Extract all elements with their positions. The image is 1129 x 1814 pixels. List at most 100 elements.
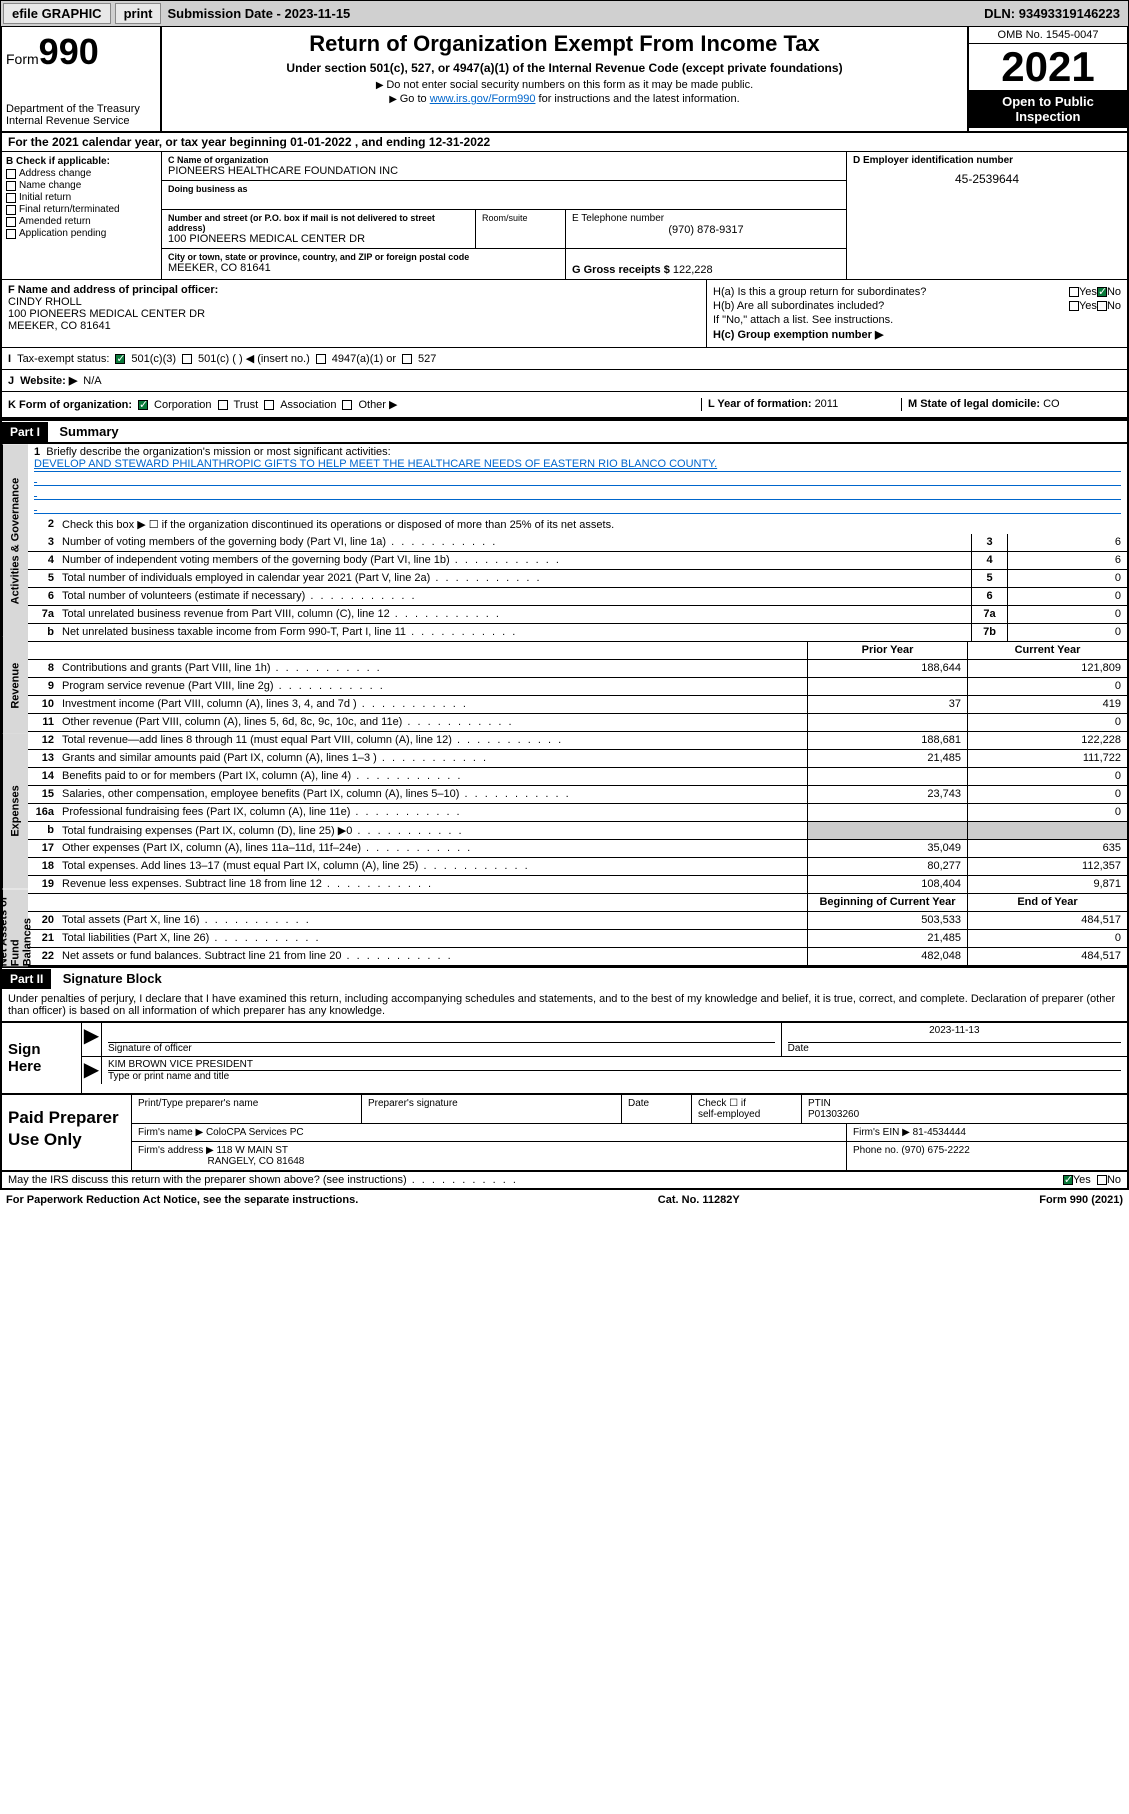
summary-line-13: 13Grants and similar amounts paid (Part … [28, 750, 1127, 768]
i-501c3: 501(c)(3) [131, 353, 176, 365]
ptin-label: PTIN [808, 1098, 831, 1109]
i-501c: 501(c) ( ) ◀ (insert no.) [198, 352, 310, 365]
k-other-checkbox[interactable] [342, 400, 352, 410]
prep-name-hdr: Print/Type preparer's name [132, 1095, 362, 1123]
summary-line-15: 15Salaries, other compensation, employee… [28, 786, 1127, 804]
b-opt-2-checkbox[interactable] [6, 193, 16, 203]
firm-phone: (970) 675-2222 [901, 1145, 969, 1156]
officer-addr2: MEEKER, CO 81641 [8, 320, 111, 332]
block-bcd: B Check if applicable: Address changeNam… [0, 152, 1129, 280]
col-b-checkboxes: B Check if applicable: Address changeNam… [2, 152, 162, 279]
officer-name: CINDY RHOLL [8, 296, 82, 308]
b-opt-0-checkbox[interactable] [6, 169, 16, 179]
line-a-tax-year: For the 2021 calendar year, or tax year … [0, 133, 1129, 152]
sign-here-label: Sign Here [2, 1023, 82, 1093]
col-current-year: Current Year [967, 642, 1127, 659]
discuss-yes: Yes [1073, 1174, 1091, 1186]
part1-title: Summary [51, 421, 126, 442]
vtab-expenses: Expenses [2, 734, 28, 889]
b-opt-5-checkbox[interactable] [6, 229, 16, 239]
discuss-yes-checkbox[interactable] [1063, 1175, 1073, 1185]
summary-line-9: 9Program service revenue (Part VIII, lin… [28, 678, 1127, 696]
b-opt-1-checkbox[interactable] [6, 181, 16, 191]
hb-yes-checkbox[interactable] [1069, 301, 1079, 311]
summary-line-19: 19Revenue less expenses. Subtract line 1… [28, 876, 1127, 894]
summary-line-10: 10Investment income (Part VIII, column (… [28, 696, 1127, 714]
print-button[interactable]: print [115, 3, 162, 24]
ha-no-checkbox[interactable] [1097, 287, 1107, 297]
k-assoc-checkbox[interactable] [264, 400, 274, 410]
form-title: Return of Organization Exempt From Incom… [170, 31, 959, 57]
part1-header: Part I Summary [0, 419, 1129, 442]
row-j: J Website: ▶ N/A [0, 370, 1129, 392]
hc-label: H(c) Group exemption number ▶ [713, 328, 883, 341]
i-527-checkbox[interactable] [402, 354, 412, 364]
ein-value: 45-2539644 [853, 172, 1121, 186]
block-fh: F Name and address of principal officer:… [0, 280, 1129, 348]
discuss-no-checkbox[interactable] [1097, 1175, 1107, 1185]
k-corp-checkbox[interactable] [138, 400, 148, 410]
line-1-mission: 1 Briefly describe the organization's mi… [28, 444, 1127, 516]
dept-treasury: Department of the Treasury [6, 103, 156, 115]
summary-line-b: bNet unrelated business taxable income f… [28, 624, 1127, 642]
form-instr-2: Go to www.irs.gov/Form990 for instructio… [170, 93, 959, 105]
mission-text: DEVELOP AND STEWARD PHILANTHROPIC GIFTS … [34, 458, 1121, 472]
instr2a: Go to [400, 93, 430, 105]
b-opt-4: Amended return [19, 216, 91, 227]
i-4947: 4947(a)(1) or [332, 353, 396, 365]
i-501c3-checkbox[interactable] [115, 354, 125, 364]
firm-addr2: RANGELY, CO 81648 [207, 1156, 304, 1167]
dln-value: 93493319146223 [1019, 6, 1120, 21]
i-4947-checkbox[interactable] [316, 354, 326, 364]
b-opt-3: Final return/terminated [19, 204, 120, 215]
part1-body: Activities & Governance Revenue Expenses… [0, 442, 1129, 968]
gross-receipts-value: 122,228 [673, 264, 713, 276]
submission-label: Submission Date - 2023-11-15 [163, 6, 354, 21]
hb-label: H(b) Are all subordinates included? [713, 300, 1069, 312]
ha-no: No [1107, 286, 1121, 298]
dln: DLN: 93493319146223 [976, 6, 1128, 21]
room-label: Room/suite [476, 210, 566, 248]
firm-ein: 81-4534444 [913, 1127, 966, 1138]
b-header: B Check if applicable: [6, 156, 157, 167]
instr2b: for instructions and the latest informat… [535, 93, 739, 105]
hb-note: If "No," attach a list. See instructions… [713, 314, 893, 326]
vtab-activities: Activities & Governance [2, 444, 28, 637]
firm-addr-label: Firm's address ▶ [138, 1145, 214, 1156]
city-label: City or town, state or province, country… [168, 252, 559, 262]
m-label: M State of legal domicile: [908, 398, 1043, 410]
summary-line-4: 4Number of independent voting members of… [28, 552, 1127, 570]
sig-officer-label: Signature of officer [108, 1043, 192, 1054]
b-opt-0: Address change [19, 168, 91, 179]
b-opt-3-checkbox[interactable] [6, 205, 16, 215]
prep-selfemp-a: Check ☐ if [698, 1098, 746, 1109]
row-klm: K Form of organization: Corporation Trus… [0, 392, 1129, 419]
col-end: End of Year [967, 894, 1127, 911]
form-990-number: 990 [39, 31, 99, 72]
summary-line-21: 21Total liabilities (Part X, line 26)21,… [28, 930, 1127, 948]
f-label: F Name and address of principal officer: [8, 284, 218, 296]
b-opt-4-checkbox[interactable] [6, 217, 16, 227]
efile-button[interactable]: efile GRAPHIC [3, 3, 111, 24]
k-other: Other ▶ [358, 398, 397, 411]
firm-addr1: 118 W MAIN ST [217, 1145, 289, 1156]
ha-yes-checkbox[interactable] [1069, 287, 1079, 297]
form-header: Form990 Department of the Treasury Inter… [0, 27, 1129, 133]
i-527: 527 [418, 353, 436, 365]
k-corp: Corporation [154, 399, 211, 411]
state-domicile: CO [1043, 398, 1060, 410]
irs-link[interactable]: www.irs.gov/Form990 [430, 93, 536, 105]
form-instr-1: Do not enter social security numbers on … [170, 79, 959, 91]
dba-label: Doing business as [168, 184, 840, 194]
year-formation: 2011 [815, 398, 839, 410]
col-c: C Name of organization PIONEERS HEALTHCA… [162, 152, 847, 279]
prep-selfemp-b: self-employed [698, 1109, 760, 1120]
i-501c-checkbox[interactable] [182, 354, 192, 364]
k-trust-checkbox[interactable] [218, 400, 228, 410]
officer-addr1: 100 PIONEERS MEDICAL CENTER DR [8, 308, 205, 320]
cat-no: Cat. No. 11282Y [658, 1194, 740, 1206]
hb-no-checkbox[interactable] [1097, 301, 1107, 311]
signature-declaration: Under penalties of perjury, I declare th… [0, 989, 1129, 1023]
discuss-row: May the IRS discuss this return with the… [0, 1172, 1129, 1190]
row-i: I Tax-exempt status: 501(c)(3) 501(c) ( … [0, 348, 1129, 370]
